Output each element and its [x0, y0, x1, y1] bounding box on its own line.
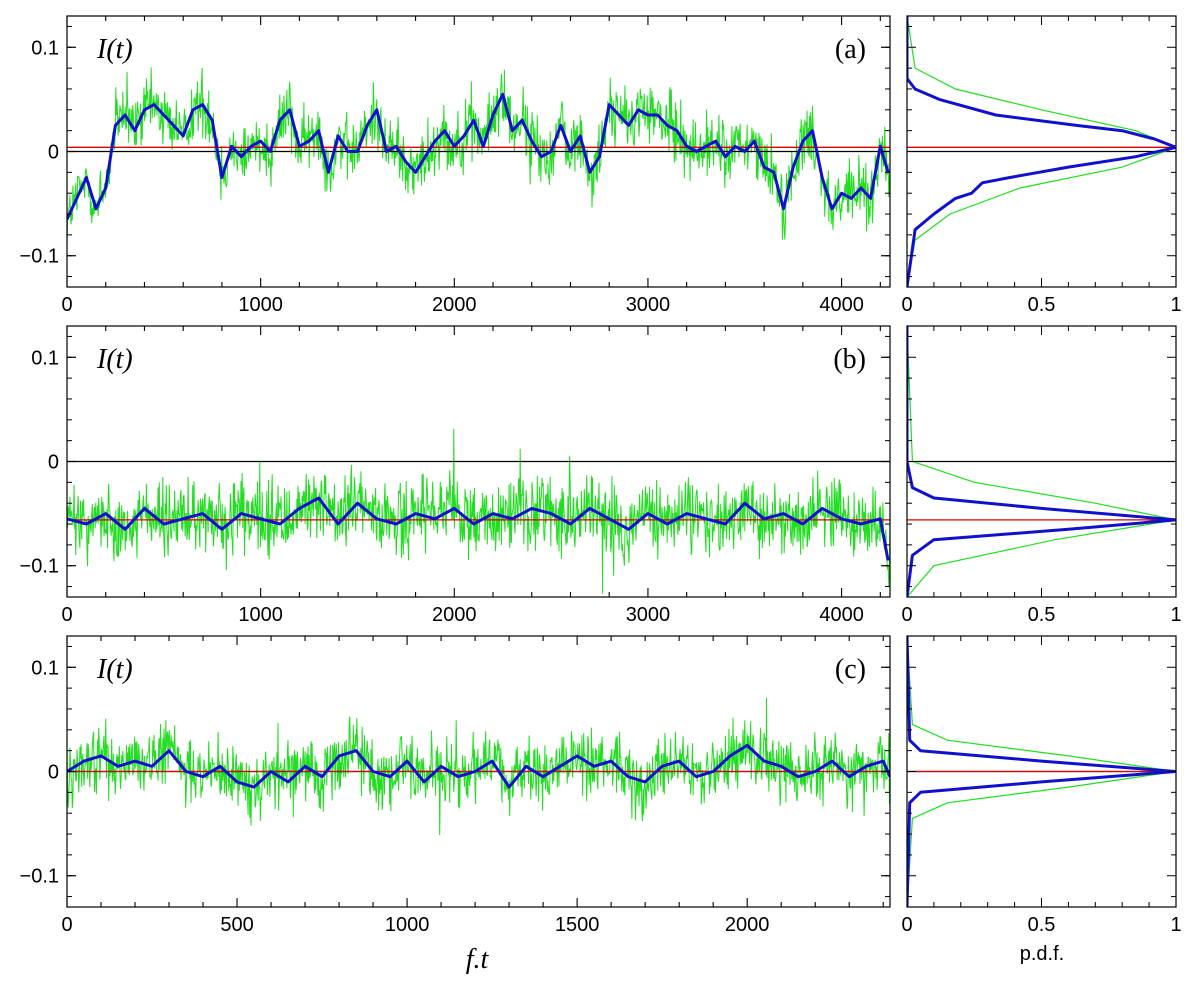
timeseries-plot: [67, 67, 890, 249]
pdf-plot: [907, 16, 1176, 287]
x-tick-label: 2000: [725, 914, 770, 936]
timeseries-plot: [67, 428, 890, 594]
y-tick-label: 0.1: [31, 37, 59, 59]
smoothed-signal-series: [67, 743, 890, 789]
y-tick-label: −0.1: [20, 246, 59, 268]
raw-pdf-curve: [907, 636, 1176, 907]
pdf-x-tick-label: 0: [901, 294, 912, 316]
smoothed-signal-series: [67, 92, 890, 220]
smoothed-pdf-curve: [907, 16, 1176, 287]
raw-signal-series: [67, 697, 890, 836]
x-tick-label: 0: [61, 294, 72, 316]
y-tick-label: 0.1: [31, 347, 59, 369]
x-tick-label: 3000: [626, 294, 671, 316]
panel-ylabel: I(t): [96, 654, 133, 685]
x-axis-label: f.t: [466, 944, 490, 975]
y-tick-label: 0: [48, 762, 59, 784]
panel-tag: (b): [833, 344, 866, 375]
panel-ylabel: I(t): [96, 344, 133, 375]
x-tick-label: 2000: [432, 294, 477, 316]
panel-tag: (a): [835, 34, 866, 65]
timeseries-plot: [67, 697, 890, 836]
pdf-plot: [907, 636, 1176, 907]
raw-pdf-curve: [907, 326, 1176, 597]
x-tick-label: 1000: [238, 604, 283, 626]
x-tick-label: 3000: [626, 604, 671, 626]
pdf-x-tick-label: 1: [1170, 604, 1181, 626]
panel-tag: (c): [835, 654, 866, 685]
raw-signal-series: [67, 67, 890, 249]
x-tick-label: 2000: [432, 604, 477, 626]
pdf-x-tick-label: 0.5: [1028, 604, 1056, 626]
y-tick-label: 0: [48, 142, 59, 164]
smoothed-pdf-curve: [907, 326, 1176, 597]
x-tick-label: 4000: [819, 604, 864, 626]
x-tick-label: 1500: [555, 914, 600, 936]
panel-ylabel: I(t): [96, 34, 133, 65]
x-tick-label: 1000: [238, 294, 283, 316]
panel-c: 0.1 0 −0.1 0 500 1000 1500 2000 I(t) (c) 0 0.5 1: [20, 635, 1182, 936]
panel-a: 0.1 0 −0.1 0 1000 2000 3000 4000 I(t) (a) 0 0.5 1: [20, 15, 1182, 316]
x-tick-label: 1000: [385, 914, 430, 936]
panel-b: 0.1 0 −0.1 0 1000 2000 3000 4000 I(t) (b) 0 0.5 1: [20, 325, 1182, 626]
pdf-x-tick-label: 1: [1170, 294, 1181, 316]
raw-signal-series: [67, 428, 890, 594]
pdf-x-tick-label: 0.5: [1028, 914, 1056, 936]
y-tick-label: −0.1: [20, 556, 59, 578]
x-tick-label: 500: [220, 914, 253, 936]
pdf-x-tick-label: 0.5: [1028, 294, 1056, 316]
y-tick-label: −0.1: [20, 866, 59, 888]
pdf-axis-label: p.d.f.: [1020, 943, 1064, 965]
pdf-plot: [907, 326, 1176, 597]
pdf-x-tick-label: 0: [901, 604, 912, 626]
y-tick-label: 0: [48, 452, 59, 474]
y-tick-label: 0.1: [31, 657, 59, 679]
x-tick-label: 4000: [819, 294, 864, 316]
pdf-x-tick-label: 0: [901, 914, 912, 936]
smoothed-pdf-curve: [907, 636, 1176, 907]
x-tick-label: 0: [61, 914, 72, 936]
smoothed-signal-series: [67, 496, 890, 561]
pdf-x-tick-label: 1: [1170, 914, 1181, 936]
x-tick-label: 0: [61, 604, 72, 626]
raw-pdf-curve: [907, 16, 1176, 287]
